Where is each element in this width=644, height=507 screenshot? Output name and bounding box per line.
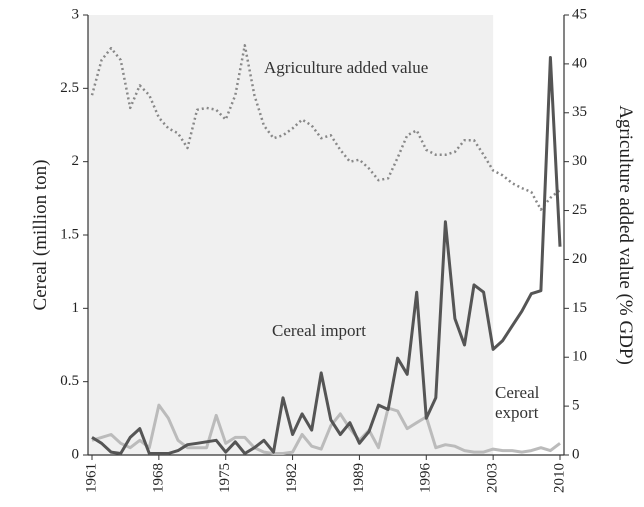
y2-tick-label: 35 [572,104,587,120]
y-tick-label: 1 [72,300,80,316]
y-tick-label: 0 [72,446,80,462]
y-tick-label: 2.5 [60,80,79,96]
y2-tick-label: 40 [572,55,587,71]
y2-tick-label: 30 [572,153,587,169]
annotation-text: Cereal export [495,383,540,422]
x-tick-label: 1975 [217,463,233,493]
series-line [91,56,562,455]
y-tick-label: 1.5 [60,226,79,242]
annotation: Agriculture added value [264,58,428,77]
y2-tick-label: 15 [572,300,587,316]
x-tick-label: 2010 [551,463,567,493]
y-tick-label: 3 [72,6,80,22]
x-tick-label: 1996 [418,463,434,494]
y2-tick-label: 20 [572,251,587,267]
annotation: Cereal export [495,383,540,422]
annotation: Cereal import [272,321,366,340]
x-tick-label: 2003 [485,463,501,493]
y2-tick-label: 25 [572,202,587,218]
y2-tick-label: 0 [572,446,580,462]
x-tick-label: 1982 [284,463,300,493]
y2-tick-label: 45 [572,6,587,22]
shaded-period [88,15,494,455]
x-tick-label: 1961 [83,463,99,493]
y-tick-label: 0.5 [60,373,79,389]
y2-axis-title: Agriculture added value (% GDP) [615,105,636,365]
x-tick-label: 1968 [150,463,166,493]
y-axis-title: Cereal (million ton) [30,160,51,311]
x-tick-label: 1989 [351,463,367,493]
series-line [91,403,561,455]
y-tick-label: 2 [72,153,80,169]
y2-tick-label: 5 [572,398,580,414]
y2-tick-label: 10 [572,349,587,365]
series-line [90,44,561,211]
